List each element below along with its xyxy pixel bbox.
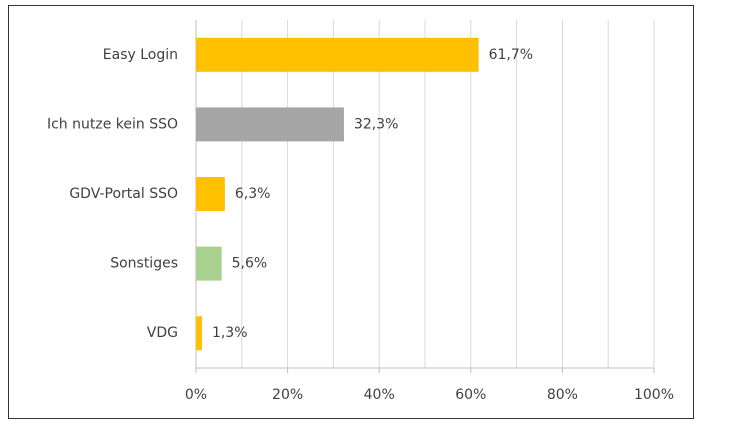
chart-frame [8, 5, 694, 419]
x-tick-label: 100% [634, 387, 674, 403]
x-tick-label: 40% [364, 387, 395, 403]
y-tick-label: GDV-Portal SSO [69, 186, 178, 202]
x-tick-label: 80% [547, 387, 578, 403]
data-label: 61,7% [489, 47, 533, 63]
y-tick-label: Easy Login [103, 47, 178, 63]
data-label: 1,3% [212, 325, 248, 341]
bar [196, 316, 202, 351]
y-tick-label: Ich nutze kein SSO [47, 116, 178, 132]
data-label: 5,6% [232, 256, 268, 272]
bar [196, 107, 344, 142]
x-tick-label: 0% [185, 387, 207, 403]
y-tick-label: Sonstiges [110, 256, 178, 272]
bar [196, 246, 222, 281]
bar [196, 177, 225, 211]
bar [196, 37, 479, 72]
y-tick-label: VDG [147, 325, 178, 341]
data-label: 32,3% [354, 116, 398, 132]
x-tick-label: 20% [272, 387, 303, 403]
x-tick-label: 60% [455, 387, 486, 403]
data-label: 6,3% [235, 186, 271, 202]
